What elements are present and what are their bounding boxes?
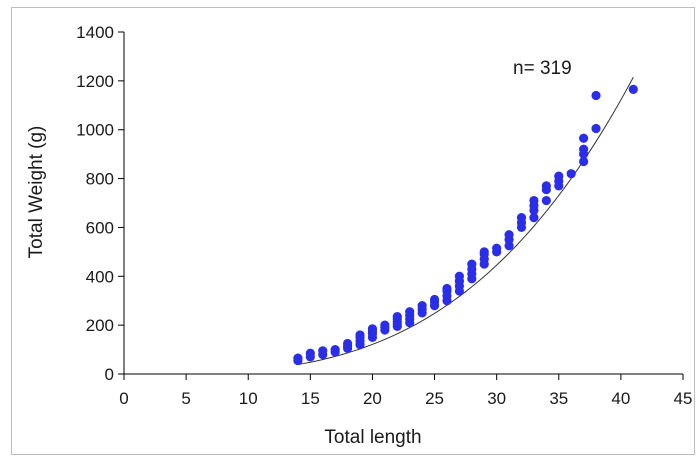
data-point	[566, 169, 576, 179]
data-point	[454, 271, 464, 281]
data-point	[343, 338, 353, 349]
x-tick-label: 5	[181, 389, 190, 408]
y-tick-label: 200	[86, 316, 114, 335]
data-points	[293, 84, 638, 366]
y-tick-label: 1200	[76, 72, 114, 91]
x-axis-ticks: 0 5 10 15 20 25 30 35 40 45	[119, 374, 692, 408]
data-point	[554, 171, 564, 181]
data-point	[591, 90, 601, 101]
x-tick-label: 15	[301, 389, 320, 408]
data-point	[479, 247, 489, 257]
x-tick-label: 0	[119, 389, 128, 408]
data-point	[492, 243, 502, 253]
data-point	[628, 84, 638, 95]
x-tick-label: 35	[549, 389, 568, 408]
y-tick-label: 800	[86, 170, 114, 189]
data-point	[579, 133, 589, 143]
chart-area: 0 5 10 15 20 25 30 35 40 45 0 200 400 600 800 1000 1200…	[11, 7, 695, 455]
data-point	[516, 213, 527, 223]
data-point	[355, 330, 365, 340]
x-tick-label: 25	[425, 389, 444, 408]
y-tick-label: 0	[105, 365, 114, 384]
x-tick-label: 30	[487, 389, 506, 408]
data-point	[405, 307, 415, 317]
data-point	[541, 181, 551, 191]
data-point	[318, 346, 328, 356]
data-point	[417, 301, 427, 311]
data-point	[579, 156, 589, 167]
y-axis-title: Total Weight (g)	[26, 126, 47, 259]
data-point	[591, 123, 601, 134]
plot-area: 0 5 10 15 20 25 30 35 40 45 0 200 400 600 800 1000 1200…	[76, 23, 692, 408]
data-point	[380, 320, 390, 330]
data-point	[392, 311, 402, 322]
data-point	[305, 348, 315, 358]
data-point	[529, 195, 539, 206]
data-point	[529, 213, 539, 223]
y-tick-label: 1400	[76, 23, 114, 42]
data-point	[429, 294, 440, 305]
y-tick-label: 600	[86, 218, 114, 237]
trendline	[297, 77, 634, 366]
sample-size-annotation: n= 319	[513, 58, 572, 79]
data-point	[367, 324, 378, 334]
x-tick-label: 40	[611, 389, 630, 408]
x-axis-title: Total length	[324, 427, 421, 448]
data-point	[330, 344, 340, 355]
data-point	[579, 144, 589, 154]
x-tick-label: 45	[674, 389, 693, 408]
data-point	[293, 353, 303, 363]
data-point	[442, 283, 452, 294]
chart-svg: 0 5 10 15 20 25 30 35 40 45 0 200 400 600 800 1000 1200…	[26, 23, 692, 448]
data-point	[541, 195, 551, 206]
y-tick-label: 400	[86, 267, 114, 286]
x-tick-label: 10	[239, 389, 258, 408]
y-axis-ticks: 0 200 400 600 800 1000 1200 1400	[76, 23, 124, 384]
y-tick-label: 1000	[76, 121, 114, 140]
x-tick-label: 20	[363, 389, 382, 408]
data-point	[467, 259, 477, 269]
data-point	[504, 230, 514, 240]
